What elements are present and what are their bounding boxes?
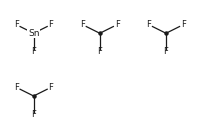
Text: F: F xyxy=(115,20,120,29)
Text: Sn: Sn xyxy=(28,29,39,38)
Text: F: F xyxy=(31,110,36,119)
Text: F: F xyxy=(31,47,36,56)
Text: F: F xyxy=(80,20,85,29)
Text: F: F xyxy=(14,83,19,92)
Text: F: F xyxy=(181,20,186,29)
Text: F: F xyxy=(49,83,53,92)
Text: F: F xyxy=(146,20,151,29)
Text: F: F xyxy=(14,20,19,29)
Text: F: F xyxy=(97,47,102,56)
Text: F: F xyxy=(164,47,168,56)
Text: F: F xyxy=(49,20,53,29)
